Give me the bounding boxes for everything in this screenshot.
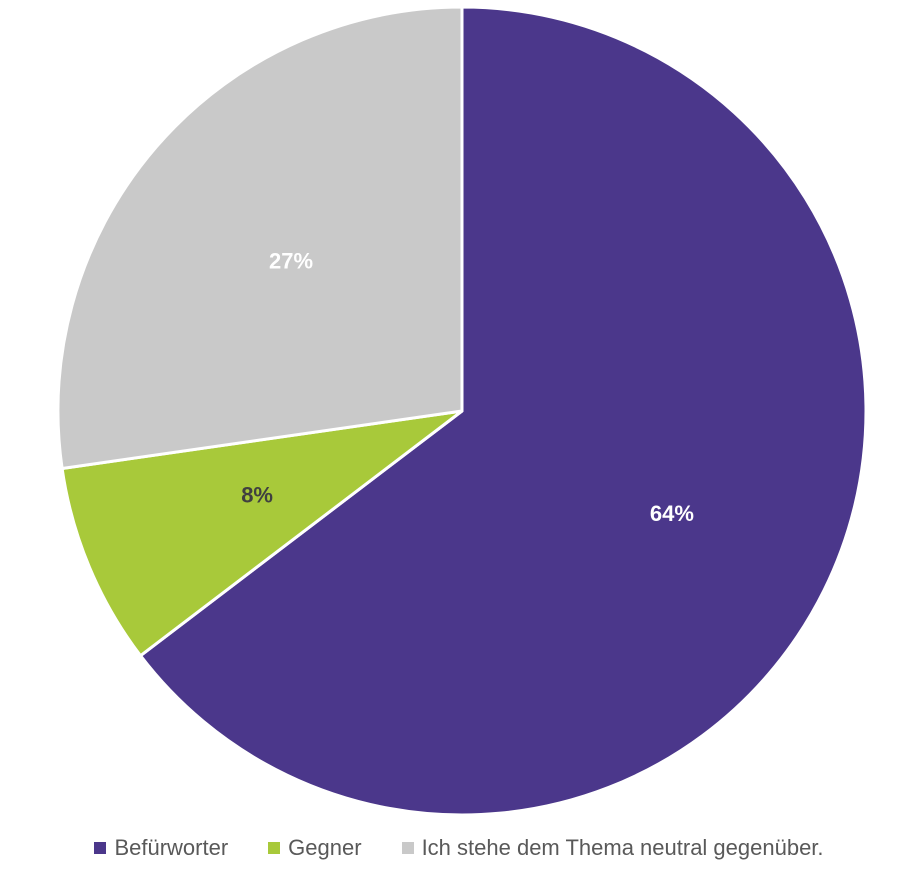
legend-label-gegner: Gegner (288, 835, 362, 860)
data-label-gegner: 8% (241, 483, 273, 508)
legend-label-neutral: Ich stehe dem Thema neutral gegenüber. (421, 835, 824, 860)
legend-swatch-neutral (401, 842, 414, 854)
legend-item-neutral: Ich stehe dem Thema neutral gegenüber. (401, 835, 824, 861)
data-label-neutral: 27% (269, 249, 313, 274)
pie-slice-neutral (56, 5, 464, 470)
legend-label-befurworter: Befürworter (114, 835, 229, 860)
pie-chart: 64% 8% 27% (56, 5, 868, 817)
legend-swatch-gegner (268, 842, 281, 854)
pie-chart-svg: 64% 8% 27% (56, 5, 868, 817)
legend-item-gegner: Gegner (268, 835, 362, 861)
data-label-befurworter: 64% (650, 501, 694, 526)
legend-swatch-befurworter (94, 842, 107, 854)
pie-slice-gegner (60, 409, 464, 658)
legend-item-befurworter: Befürworter (94, 835, 228, 861)
legend: Befürworter Gegner Ich stehe dem Thema n… (0, 828, 918, 868)
pie-slice-befurworter (139, 5, 868, 817)
